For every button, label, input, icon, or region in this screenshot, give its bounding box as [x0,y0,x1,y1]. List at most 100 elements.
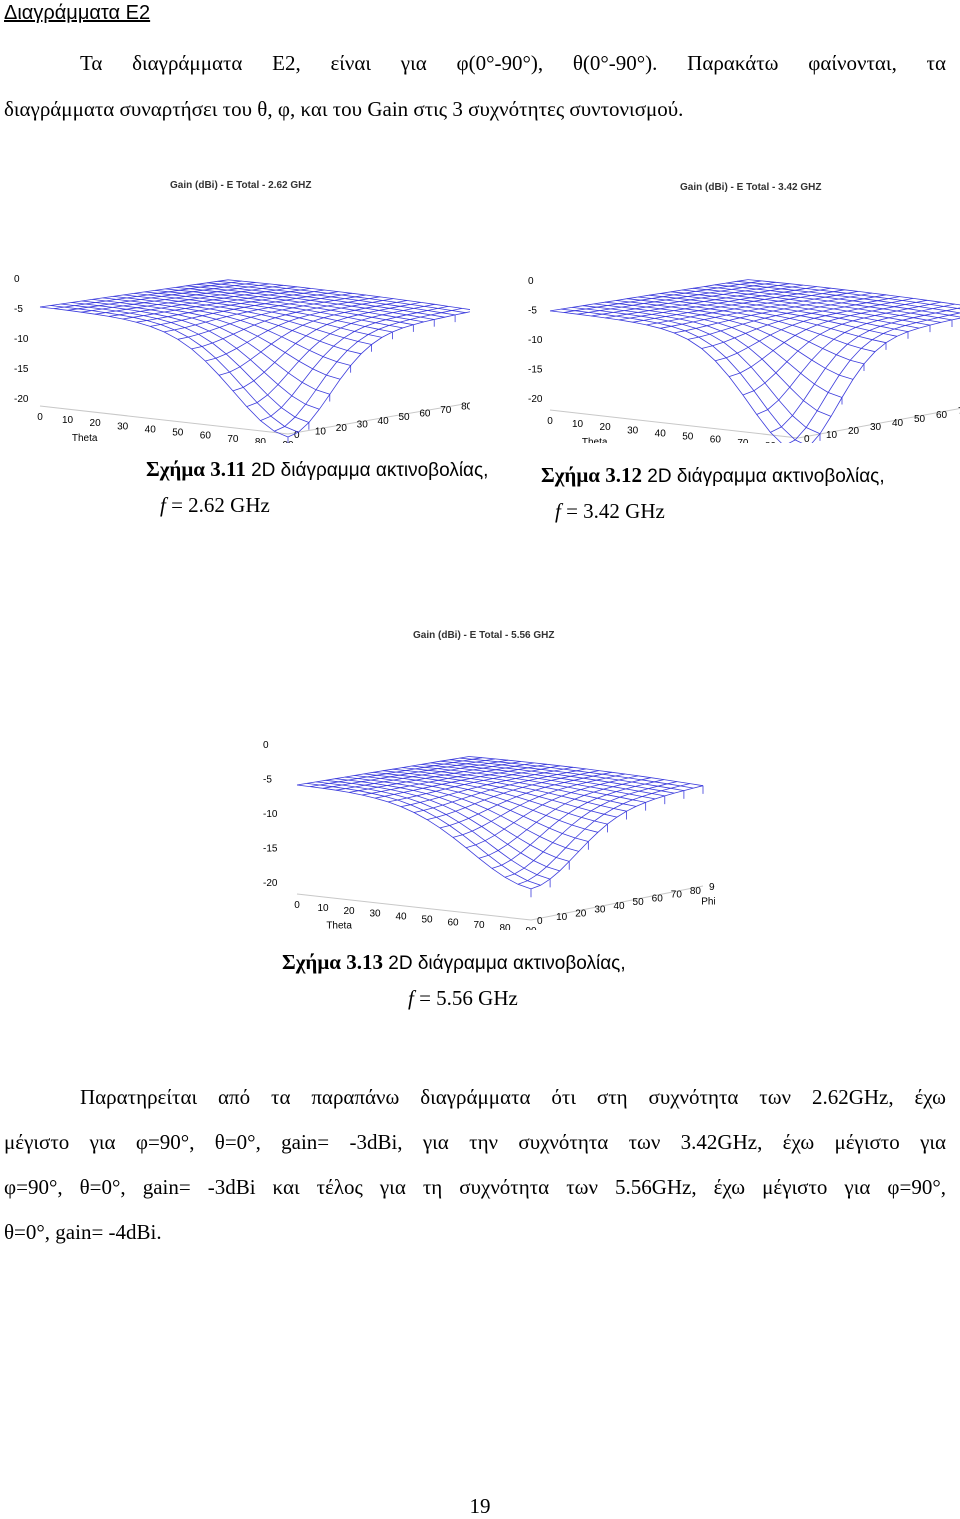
freq-symbol: f [160,493,166,517]
mesh-line-theta [736,280,960,310]
z-tick-label: -10 [263,809,278,820]
conclusion-line-3: φ=90°, θ=0°, gain= -3dBi και τέλος για τ… [4,1175,946,1199]
theta-tick-label: 30 [117,421,129,432]
z-tick-label: -15 [528,365,543,376]
mesh-line-theta [468,756,704,787]
theta-tick-label: 0 [547,416,553,427]
caption-text: 2D διάγραμμα ακτινοβολίας, [245,460,489,481]
mesh-line-phi [788,312,960,443]
mesh-line-theta [227,279,470,310]
phi-tick-label: 20 [575,908,587,919]
theta-axis-label: Theta [582,437,608,443]
mesh-line-theta [440,760,675,794]
phi-tick-label: 60 [652,893,664,904]
caption-frequency: f = 3.42 GHz [541,494,885,528]
surface-plot-3-42ghz: Gain (dBi) - E Total - 3.42 GHZ 0 -5 -10 -15… [528,182,960,443]
phi-tick-label: 10 [315,426,327,437]
z-tick-label: -10 [528,335,543,346]
mesh-line-theta [571,307,821,435]
phi-tick-label: 50 [633,897,645,908]
figure-3-11: Gain (dBi) - E Total - 2.62 GHZ 0 -5 -10 -15… [0,168,470,443]
theta-tick-label: 50 [172,428,184,439]
phi-axis-label: Phi [701,897,715,908]
surface-mesh [296,756,704,898]
phi-tick-label: 70 [440,405,452,416]
theta-tick-label: 50 [682,432,694,443]
phi-tick-label: 0 [294,430,300,441]
theta-tick-label: 70 [473,920,485,930]
chart-title: Gain (dBi) - E Total - 5.56 GHZ [413,630,555,641]
theta-tick-label: 50 [421,914,433,925]
conclusion-line-4: θ=0°, gain= -4dBi. [4,1220,162,1244]
theta-tick-label: 10 [572,419,584,430]
section-heading: Διαγράμματα Ε2 [4,2,151,24]
z-tick-label: -20 [528,394,543,405]
page-number: 19 [469,1494,491,1518]
mesh-line-theta [306,783,541,886]
theta-tick-label: 20 [90,418,102,429]
theta-tick-label: 20 [600,422,612,433]
theta-tick-label: 80 [499,923,511,930]
theta-tick-label: 10 [62,415,74,426]
chart-title: Gain (dBi) - E Total - 3.42 GHZ [680,182,822,193]
phi-tick-label: 20 [336,423,348,434]
mesh-line-theta [626,298,876,353]
phi-tick-label: 20 [848,426,860,437]
mesh-line-theta [449,759,684,791]
theta-tick-label: 20 [343,906,355,917]
caption-3-12: Σχήμα 3.12 2D διάγραμμα ακτινοβολίας, f … [541,458,885,528]
phi-tick-label: 30 [870,422,882,433]
theta-tick-label: 0 [294,900,300,911]
phi-tick-label: 50 [398,412,410,423]
caption-text: 2D διάγραμμα ακτινοβολίας, [641,466,885,487]
phi-tick-label: 30 [357,419,369,430]
mesh-line-phi [274,308,463,432]
z-tick-label: -5 [263,775,272,786]
theta-tick-label: 40 [655,428,667,439]
caption-text: 2D διάγραμμα ακτινοβολίας, [382,953,626,974]
mesh-line-theta [217,280,466,314]
z-tick-label: -15 [14,364,29,375]
mesh-line-theta [459,757,694,789]
theta-tick-label: 0 [37,412,43,423]
intro-line-2: διαγράμματα συναρτήσει του θ, φ, και του… [4,97,684,121]
mesh-line-theta [747,279,960,306]
surface-mesh [39,279,470,443]
caption-3-11: Σχήμα 3.11 2D διάγραμμα ακτινοβολίας, f … [146,452,488,522]
figure-3-12: Gain (dBi) - E Total - 3.42 GHZ 0 -5 -10 -15… [490,168,960,443]
phi-tick-label: 40 [892,418,904,429]
theta-tick-label: 10 [317,903,329,914]
figure-3-13: Gain (dBi) - E Total - 5.56 GHZ 0 -5 -10 -15… [245,620,715,930]
phi-tick-label: 90 [709,882,715,893]
freq-symbol: f [555,499,561,523]
mesh-line-phi [530,785,704,890]
surface-mesh [549,279,960,443]
theta-tick-label: 80 [255,437,267,443]
z-tick-label: 0 [528,276,534,287]
theta-tick-label: 60 [710,435,722,443]
theta-tick-label: 30 [627,425,639,436]
mesh-line-phi [811,317,960,443]
z-tick-label: -10 [14,334,29,345]
mesh-line-theta [196,283,445,318]
phi-tick-label: 60 [936,410,948,421]
mesh-line-phi [517,783,691,885]
caption-frequency: f = 2.62 GHz [146,488,488,522]
phi-tick-label: 10 [826,430,838,441]
freq-value: = 5.56 GHz [413,986,518,1010]
z-tick-label: -5 [14,304,23,315]
mesh-line-theta [714,284,960,318]
theta-axis-line [296,893,532,921]
mesh-line-phi [232,302,421,392]
freq-symbol: f [408,986,414,1010]
phi-tick-label: 80 [690,886,702,897]
surface-plot-2-62ghz: Gain (dBi) - E Total - 2.62 GHZ 0 -5 -10 -15… [14,180,470,443]
theta-tick-label: 70 [737,438,749,443]
mesh-line-theta [335,778,570,862]
intro-line-1: Τα διαγράμματα Ε2, είναι για φ(0°-90°), … [80,51,946,75]
theta-tick-label: 70 [227,434,239,443]
mesh-line-phi [491,779,665,869]
phi-axis-line [797,408,960,439]
phi-tick-label: 10 [556,912,568,923]
mesh-line-phi [287,311,470,438]
